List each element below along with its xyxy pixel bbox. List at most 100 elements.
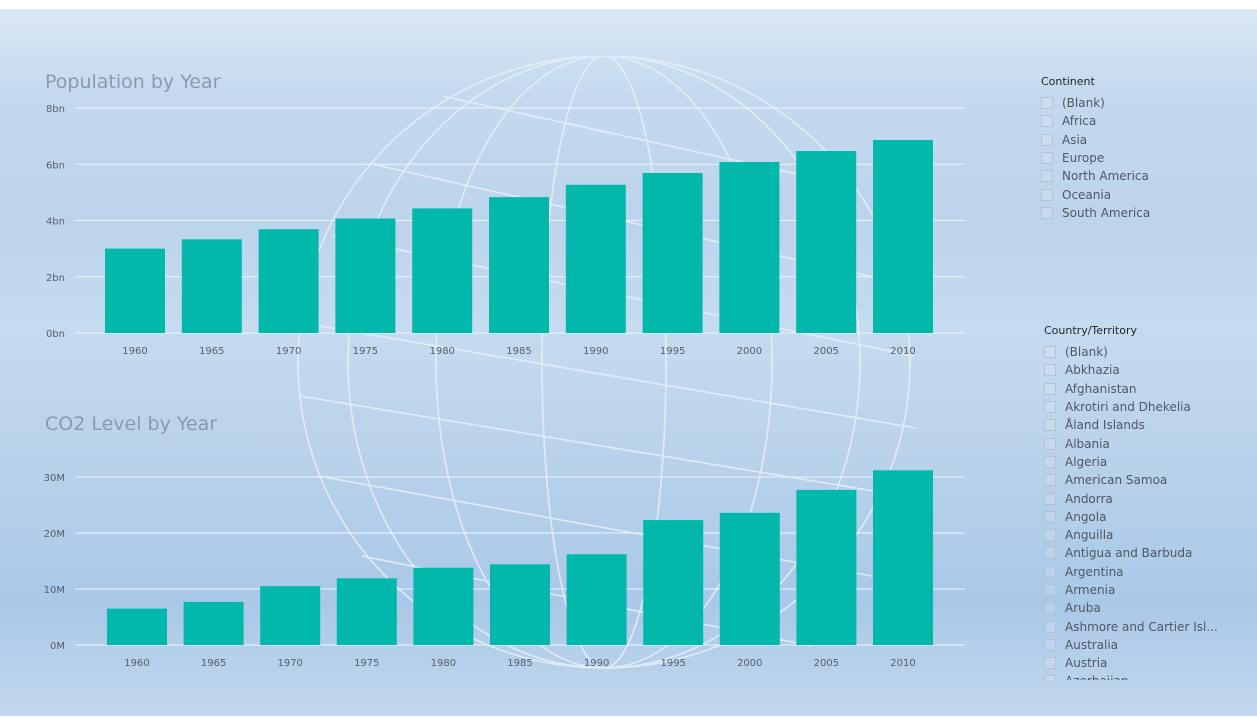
bar[interactable] xyxy=(796,489,857,645)
checkbox-icon[interactable] xyxy=(1041,152,1053,165)
x-tick-label: 2000 xyxy=(737,346,762,357)
checkbox-icon[interactable] xyxy=(1044,382,1056,395)
country-item[interactable]: Anguilla xyxy=(1044,526,1244,544)
checkbox-icon[interactable] xyxy=(1044,419,1056,432)
country-item[interactable]: Åland Islands xyxy=(1044,416,1244,434)
checkbox-icon[interactable] xyxy=(1044,346,1056,359)
continent-item[interactable]: Europe xyxy=(1041,149,1241,167)
checkbox-icon[interactable] xyxy=(1044,657,1056,670)
country-item-label: Angola xyxy=(1065,509,1107,524)
y-tick-label: 10M xyxy=(44,585,65,596)
bar[interactable] xyxy=(643,520,704,645)
country-item[interactable]: Afghanistan xyxy=(1044,380,1244,398)
country-item[interactable]: Akrotiri and Dhekelia xyxy=(1044,398,1244,416)
country-item[interactable]: Albania xyxy=(1044,434,1244,452)
country-item[interactable]: Ashmore and Cartier Isl... xyxy=(1044,617,1244,635)
continent-item[interactable]: North America xyxy=(1041,167,1241,185)
co2-bar-chart: 0M 10M 20M 30M 1960 1965 1970 1975 1980 1985 1990 1… xyxy=(44,470,965,669)
checkbox-icon[interactable] xyxy=(1044,364,1056,377)
checkbox-icon[interactable] xyxy=(1044,401,1056,414)
continent-item[interactable]: South America xyxy=(1041,204,1241,222)
bar[interactable] xyxy=(105,248,165,333)
checkbox-icon[interactable] xyxy=(1044,474,1056,487)
checkbox-icon[interactable] xyxy=(1044,675,1056,680)
country-item-label: Abkhazia xyxy=(1065,363,1120,378)
bar[interactable] xyxy=(107,608,167,645)
y-tick-label: 2bn xyxy=(46,273,65,284)
x-tick-label: 1975 xyxy=(354,658,379,669)
checkbox-icon[interactable] xyxy=(1041,97,1053,110)
bar[interactable] xyxy=(565,184,626,333)
continent-item[interactable]: Asia xyxy=(1041,131,1241,149)
continent-slicer: Continent (Blank) Africa Asia Europe North A… xyxy=(1041,75,1241,222)
checkbox-icon[interactable] xyxy=(1041,133,1053,146)
country-item[interactable]: Angola xyxy=(1044,508,1244,526)
checkbox-icon[interactable] xyxy=(1044,437,1056,450)
country-item[interactable]: Abkhazia xyxy=(1044,361,1244,379)
x-tick-label: 1980 xyxy=(429,346,454,357)
checkbox-icon[interactable] xyxy=(1044,455,1056,468)
bar[interactable] xyxy=(719,162,780,333)
continent-item-label: North America xyxy=(1062,169,1149,184)
country-item-label: Albania xyxy=(1065,436,1110,451)
bar[interactable] xyxy=(873,140,933,333)
bar[interactable] xyxy=(258,229,319,333)
bar[interactable] xyxy=(490,564,550,645)
checkbox-icon[interactable] xyxy=(1044,529,1056,542)
checkbox-icon[interactable] xyxy=(1041,170,1053,183)
bar[interactable] xyxy=(796,151,857,333)
bar[interactable] xyxy=(873,470,933,645)
bar[interactable] xyxy=(335,218,396,333)
country-item[interactable]: Algeria xyxy=(1044,453,1244,471)
country-item[interactable]: Andorra xyxy=(1044,489,1244,507)
country-list[interactable]: (Blank) Abkhazia Afghanistan Akrotiri and D… xyxy=(1044,343,1244,680)
bar[interactable] xyxy=(181,239,242,333)
checkbox-icon[interactable] xyxy=(1044,638,1056,651)
checkbox-icon[interactable] xyxy=(1044,602,1056,615)
x-tick-label: 1970 xyxy=(277,658,302,669)
x-tick-label: 1990 xyxy=(584,658,609,669)
country-item[interactable]: Australia xyxy=(1044,636,1244,654)
country-item-label: Andorra xyxy=(1065,491,1113,506)
country-item[interactable]: Aruba xyxy=(1044,599,1244,617)
country-item-label: Australia xyxy=(1065,637,1119,652)
checkbox-icon[interactable] xyxy=(1044,620,1056,633)
checkbox-icon[interactable] xyxy=(1041,115,1053,128)
country-slicer: Country/Territory (Blank) Abkhazia Afghani… xyxy=(1044,324,1244,680)
population-chart-title: Population by Year xyxy=(45,71,221,93)
x-tick-label: 1975 xyxy=(353,346,378,357)
bar[interactable] xyxy=(642,172,703,333)
checkbox-icon[interactable] xyxy=(1044,510,1056,523)
continent-slicer-title: Continent xyxy=(1041,75,1095,88)
country-item[interactable]: Antigua and Barbuda xyxy=(1044,544,1244,562)
bar[interactable] xyxy=(413,567,474,645)
continent-item-label: (Blank) xyxy=(1062,96,1105,111)
country-item[interactable]: Armenia xyxy=(1044,581,1244,599)
checkbox-icon[interactable] xyxy=(1044,565,1056,578)
continent-item[interactable]: (Blank) xyxy=(1041,94,1241,112)
country-item[interactable]: Azerbaijan xyxy=(1044,672,1244,680)
checkbox-icon[interactable] xyxy=(1041,188,1053,201)
checkbox-icon[interactable] xyxy=(1044,547,1056,560)
bar[interactable] xyxy=(183,601,244,645)
country-item[interactable]: (Blank) xyxy=(1044,343,1244,361)
x-tick-label: 2010 xyxy=(890,658,915,669)
checkbox-icon[interactable] xyxy=(1041,206,1053,219)
country-item[interactable]: Austria xyxy=(1044,654,1244,672)
country-item[interactable]: American Samoa xyxy=(1044,471,1244,489)
country-item[interactable]: Argentina xyxy=(1044,563,1244,581)
bar[interactable] xyxy=(412,208,473,333)
checkbox-icon[interactable] xyxy=(1044,492,1056,505)
continent-item[interactable]: Africa xyxy=(1041,112,1241,130)
continent-item-label: Oceania xyxy=(1062,187,1112,202)
x-tick-label: 2005 xyxy=(813,346,838,357)
bar[interactable] xyxy=(336,578,397,645)
continent-item[interactable]: Oceania xyxy=(1041,185,1241,203)
x-tick-label: 1970 xyxy=(276,346,301,357)
bar[interactable] xyxy=(260,586,321,645)
bar[interactable] xyxy=(566,554,627,645)
bar[interactable] xyxy=(489,197,549,333)
bar[interactable] xyxy=(719,512,780,645)
checkbox-icon[interactable] xyxy=(1044,584,1056,596)
continent-item-label: South America xyxy=(1062,205,1151,220)
